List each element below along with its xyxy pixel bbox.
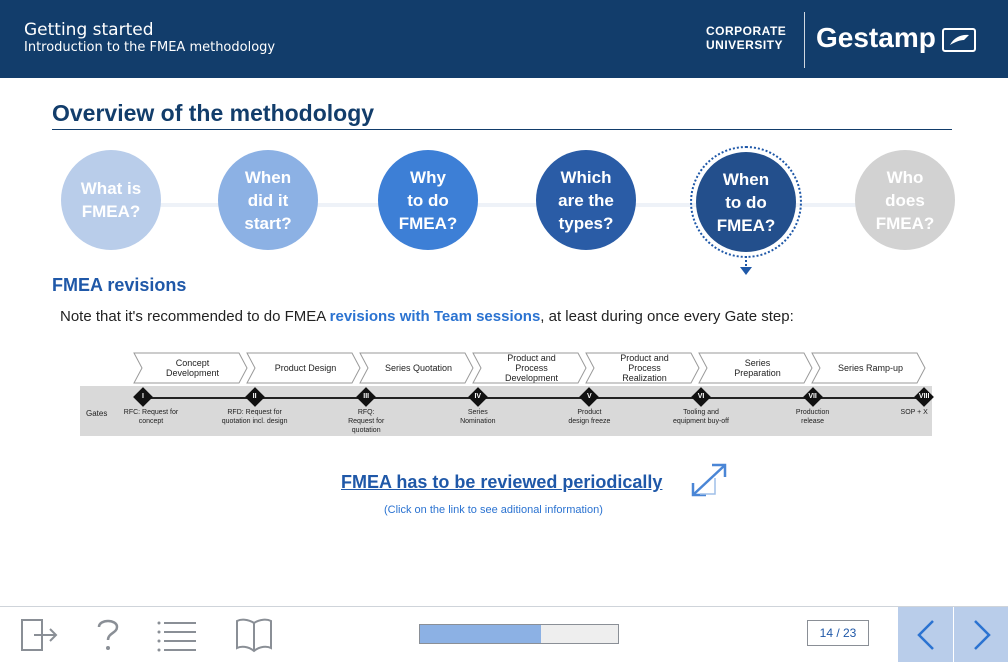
help-icon[interactable] xyxy=(86,615,130,655)
revisions-title: FMEA revisions xyxy=(52,275,187,295)
logo-divider xyxy=(804,12,805,68)
gate-label: Series Nomination xyxy=(460,409,496,425)
phase-label: Series Preparation xyxy=(734,358,781,378)
gate-number: I xyxy=(142,393,144,400)
gates-timeline xyxy=(142,397,928,399)
circles-connector xyxy=(110,203,910,207)
phase-chevron xyxy=(472,352,587,384)
gate-number: VI xyxy=(697,393,705,400)
circle-when-did-it-start[interactable]: When did it start? xyxy=(218,150,318,250)
circle-why-to-do-fmea[interactable]: Why to do FMEA? xyxy=(378,150,478,250)
gate-number: VIII xyxy=(918,393,930,400)
book-icon[interactable] xyxy=(232,615,276,655)
course-progress-fill xyxy=(420,625,541,643)
phase-chevron xyxy=(246,352,361,384)
circle-line: What is xyxy=(80,179,142,198)
next-button[interactable] xyxy=(954,607,1008,662)
phase-label: Product and Process Realization xyxy=(620,353,669,383)
section-title: Overview of the methodology xyxy=(52,100,375,126)
gate-number: V xyxy=(587,393,592,400)
phase-label: Series Quotation xyxy=(384,363,453,373)
course-title: Getting started xyxy=(24,20,154,40)
circle-line: Which xyxy=(560,167,612,187)
phase-label: Concept Development xyxy=(165,358,220,378)
header-bar: Getting started Introduction to the FMEA… xyxy=(0,0,1008,78)
circle-line: FMEA? xyxy=(81,202,141,221)
phase-chevron xyxy=(585,352,700,384)
circle-line: start? xyxy=(244,213,292,233)
gate-label: RFQ: Request for quotation xyxy=(348,409,385,434)
gate-label: Production release xyxy=(795,409,830,425)
exit-icon[interactable] xyxy=(16,615,60,655)
circle-line: to do xyxy=(725,192,767,212)
review-periodically-link[interactable]: FMEA has to be reviewed periodically xyxy=(341,472,663,492)
brand-logo-text: Gestamp xyxy=(816,22,936,53)
gates-band xyxy=(80,386,932,436)
footer-bar: 14 / 23 xyxy=(0,606,1008,662)
university-label: UNIVERSITY xyxy=(706,38,784,52)
circle-line: Who xyxy=(886,167,924,187)
gates-label: Gates xyxy=(86,409,108,418)
click-hint: (Click on the link to see aditional info… xyxy=(384,504,603,516)
gate-label: SOP + X xyxy=(900,409,928,416)
phase-label: Product Design xyxy=(274,363,337,373)
menu-list-icon[interactable] xyxy=(154,615,198,655)
gate-process-diagram: Gates Concept Development Product Design Se… xyxy=(80,352,935,438)
circle-line: FMEA? xyxy=(398,213,458,233)
gate-number: III xyxy=(363,393,370,400)
circle-line: FMEA? xyxy=(875,213,935,233)
expand-icon[interactable] xyxy=(688,460,730,500)
corporate-label: CORPORATE xyxy=(706,24,787,38)
phase-chevron xyxy=(698,352,813,384)
phase-label: Series Ramp-up xyxy=(837,363,904,373)
circle-line: When xyxy=(244,167,292,187)
gate-number: II xyxy=(252,393,257,400)
gate-label: Product design freeze xyxy=(568,409,611,425)
phase-chevrons xyxy=(133,352,926,384)
circle-line: to do xyxy=(407,190,449,210)
phase-chevron xyxy=(133,352,248,384)
revisions-note: Note that it's recommended to do FMEA re… xyxy=(60,308,794,325)
section-title-rule xyxy=(52,129,952,130)
circle-who-does-fmea[interactable]: Who does FMEA? xyxy=(855,150,955,250)
gate-number: VII xyxy=(808,393,817,400)
corporate-university-label: CORPORATE UNIVERSITY xyxy=(706,24,786,52)
course-subtitle: Introduction to the FMEA methodology xyxy=(24,40,276,55)
arrow-down-icon xyxy=(740,256,752,275)
circle-line: When xyxy=(722,169,770,189)
circle-line: are the xyxy=(558,190,614,210)
previous-button[interactable] xyxy=(898,607,953,662)
circle-line: did it xyxy=(247,190,289,210)
phase-chevron xyxy=(359,352,474,384)
note-highlight: revisions with Team sessions xyxy=(329,308,541,325)
circle-line: types? xyxy=(558,213,614,233)
circle-when-to-do-fmea[interactable]: When to do FMEA? xyxy=(696,152,796,252)
note-text-end: , at least during once every Gate step: xyxy=(540,308,794,325)
brand-logo-icon xyxy=(942,28,976,52)
note-text: Note that it's recommended to do FMEA xyxy=(60,308,330,325)
circle-line: FMEA? xyxy=(716,215,776,235)
phase-chevron xyxy=(811,352,926,384)
gate-label: RFC: Request for concept xyxy=(123,409,179,425)
chevron-right-icon xyxy=(973,620,991,650)
circle-line: Why xyxy=(410,167,446,187)
circle-which-are-the-types[interactable]: Which are the types? xyxy=(536,150,636,250)
circle-line: does xyxy=(885,190,925,210)
chevron-left-icon xyxy=(916,620,934,650)
course-progress-bar xyxy=(419,624,619,644)
circle-what-is-fmea[interactable]: What is FMEA? xyxy=(61,150,161,250)
phase-label: Product and Process Development xyxy=(504,353,559,383)
gate-label: RFD: Request for quotation incl. design xyxy=(221,409,288,425)
gate-number: IV xyxy=(474,393,482,400)
gate-label: Tooling and equipment buy-off xyxy=(673,409,729,425)
page-indicator: 14 / 23 xyxy=(807,620,869,646)
